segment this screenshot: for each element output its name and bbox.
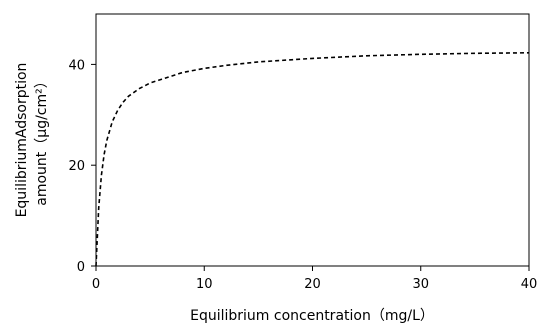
y-tick-label: 40 <box>68 58 85 73</box>
x-axis-ticks: 0 10 20 30 40 <box>92 266 537 292</box>
y-tick-label: 20 <box>68 159 85 174</box>
y-axis-title-line-2: amount（μg/cm²） <box>34 74 50 205</box>
x-tick-label: 40 <box>521 277 538 292</box>
y-axis-title: EquilibriumAdsorption amount（μg/cm²） <box>14 63 50 218</box>
adsorption-isotherm-curve <box>95 52 530 267</box>
y-axis-ticks: 0 20 40 <box>68 58 96 275</box>
y-tick-label: 0 <box>77 260 85 275</box>
x-axis-title: Equilibrium concentration（mg/L） <box>190 308 434 324</box>
x-tick-label: 0 <box>92 277 100 292</box>
y-axis-title-line-1: EquilibriumAdsorption <box>14 63 30 218</box>
x-tick-label: 30 <box>412 277 429 292</box>
x-tick-label: 10 <box>196 277 213 292</box>
series-layer <box>95 52 530 267</box>
x-tick-label: 20 <box>304 277 321 292</box>
plot-area-frame <box>95 13 530 267</box>
